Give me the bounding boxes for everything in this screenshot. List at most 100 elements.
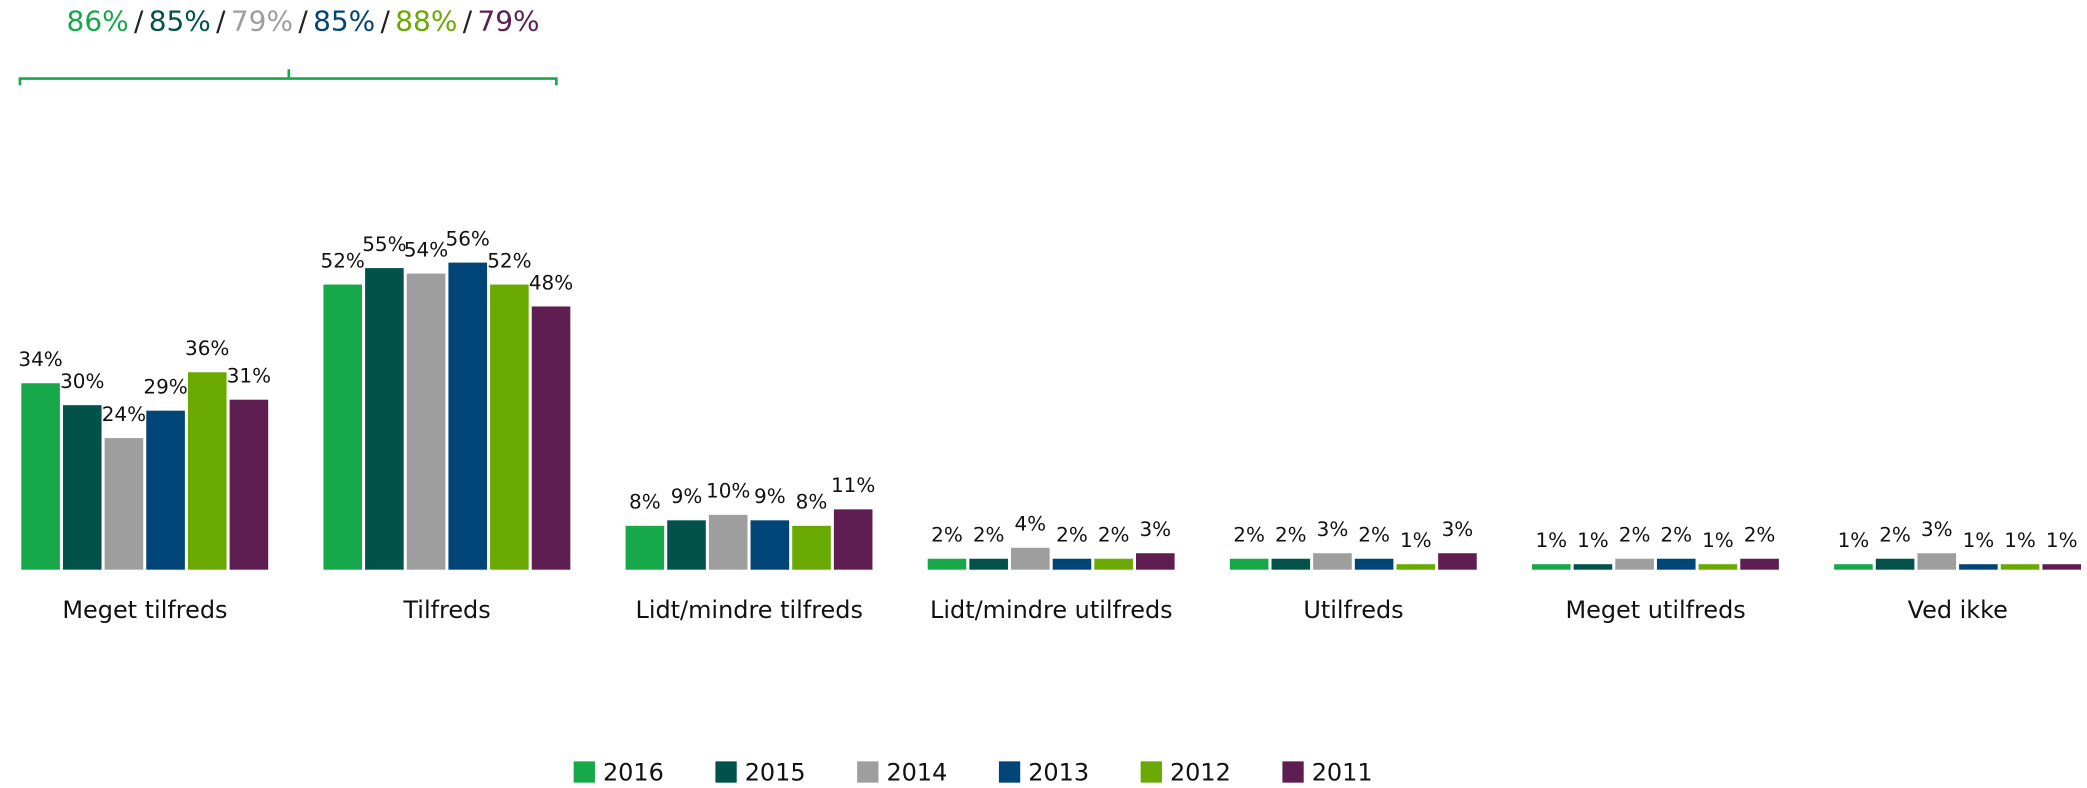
bar	[531, 306, 571, 570]
bar	[1959, 564, 1998, 570]
data-label: 9%	[671, 484, 703, 508]
data-label: 9%	[754, 484, 786, 508]
annotation: 86%/85%/79%/85%/88%/79%	[67, 5, 540, 38]
bar	[1396, 564, 1436, 570]
legend-label: 2012	[1170, 758, 1231, 786]
bar	[1094, 558, 1133, 570]
bar	[1136, 553, 1175, 570]
bracket	[18, 69, 558, 86]
bar	[1573, 564, 1613, 570]
data-label: 36%	[185, 336, 229, 360]
bar	[792, 525, 831, 570]
data-label: 2%	[1233, 523, 1265, 547]
annotation-value: 79%	[477, 5, 539, 38]
bar	[1740, 558, 1779, 570]
data-label: 31%	[227, 364, 271, 388]
annotation-value: 85%	[313, 5, 375, 38]
data-label: 11%	[831, 473, 875, 497]
data-label: 54%	[404, 237, 448, 261]
data-label: 8%	[796, 490, 828, 514]
data-label: 1%	[1963, 528, 1995, 552]
legend-swatch	[857, 761, 879, 783]
data-label: 2%	[1358, 523, 1390, 547]
legend-swatch	[998, 761, 1021, 783]
data-label: 1%	[1577, 528, 1609, 552]
annotation-separator: /	[381, 5, 391, 38]
data-label: 1%	[2046, 528, 2078, 552]
bar	[969, 558, 1008, 570]
data-label: 2%	[931, 523, 963, 547]
x-tick-label: Tilfreds	[402, 596, 490, 624]
bar	[2042, 564, 2082, 570]
bar	[1229, 558, 1269, 570]
legend-label: 2015	[745, 758, 806, 786]
x-tick-label: Lidt/mindre utilfreds	[930, 596, 1173, 624]
x-tick-label: Meget tilfreds	[62, 596, 227, 624]
bar	[1011, 547, 1050, 570]
data-label: 1%	[1535, 528, 1567, 552]
data-label: 10%	[706, 479, 750, 503]
legend-label: 2013	[1028, 758, 1089, 786]
bar	[365, 268, 404, 570]
bar	[21, 383, 60, 570]
annotation-value: 79%	[231, 5, 293, 38]
data-label: 30%	[60, 369, 104, 393]
annotation-separator: /	[463, 5, 473, 38]
bar	[1052, 558, 1092, 570]
bar	[1875, 558, 1915, 570]
data-label: 24%	[102, 402, 146, 426]
bar	[448, 262, 488, 570]
bar	[927, 558, 967, 570]
x-tick-label: Lidt/mindre tilfreds	[635, 596, 862, 624]
bar	[833, 509, 873, 570]
data-label: 2%	[1619, 523, 1651, 547]
x-tick-label: Utilfreds	[1303, 596, 1403, 624]
data-label: 2%	[1879, 523, 1911, 547]
bar	[62, 405, 102, 570]
bar	[1656, 558, 1696, 570]
bar	[1615, 558, 1654, 570]
annotation-value: 85%	[149, 5, 211, 38]
bar	[625, 525, 665, 570]
bar	[750, 520, 790, 570]
data-label: 1%	[1702, 528, 1734, 552]
data-label: 1%	[2004, 528, 2036, 552]
bar	[1917, 553, 1957, 570]
annotation-separator: /	[298, 5, 308, 38]
data-label: 3%	[1921, 517, 1953, 541]
bar	[1698, 564, 1738, 570]
data-label: 3%	[1139, 517, 1171, 541]
bar	[406, 273, 446, 570]
bar	[1438, 553, 1477, 570]
data-label: 2%	[1098, 523, 1130, 547]
data-label: 52%	[487, 248, 531, 272]
data-label: 2%	[1660, 523, 1692, 547]
data-label: 56%	[446, 226, 490, 250]
bar	[323, 284, 363, 570]
data-label: 34%	[18, 347, 62, 371]
bar	[1834, 564, 1873, 570]
bar	[667, 520, 706, 570]
annotation-separator: /	[134, 5, 144, 38]
legend-swatch	[715, 761, 737, 783]
data-label: 3%	[1317, 517, 1349, 541]
bar	[187, 372, 227, 570]
bar	[2000, 564, 2040, 570]
data-label: 29%	[143, 375, 187, 399]
data-label: 2%	[1056, 523, 1088, 547]
data-label: 2%	[1744, 523, 1776, 547]
data-label: 55%	[362, 232, 406, 256]
annotation-separator: /	[216, 5, 226, 38]
bar	[708, 514, 748, 570]
data-label: 3%	[1442, 517, 1474, 541]
bar	[229, 399, 269, 570]
x-tick-label: Ved ikke	[1908, 596, 2008, 624]
bar	[1354, 558, 1394, 570]
bar	[1271, 558, 1311, 570]
bar	[490, 284, 529, 570]
legend-label: 2016	[603, 758, 664, 786]
legend-label: 2011	[1312, 758, 1373, 786]
data-label: 48%	[529, 270, 573, 294]
data-label: 4%	[1014, 512, 1046, 536]
